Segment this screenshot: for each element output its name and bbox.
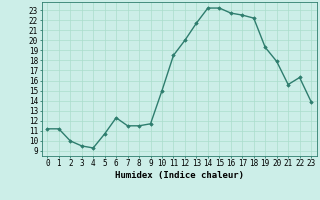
X-axis label: Humidex (Indice chaleur): Humidex (Indice chaleur) xyxy=(115,171,244,180)
